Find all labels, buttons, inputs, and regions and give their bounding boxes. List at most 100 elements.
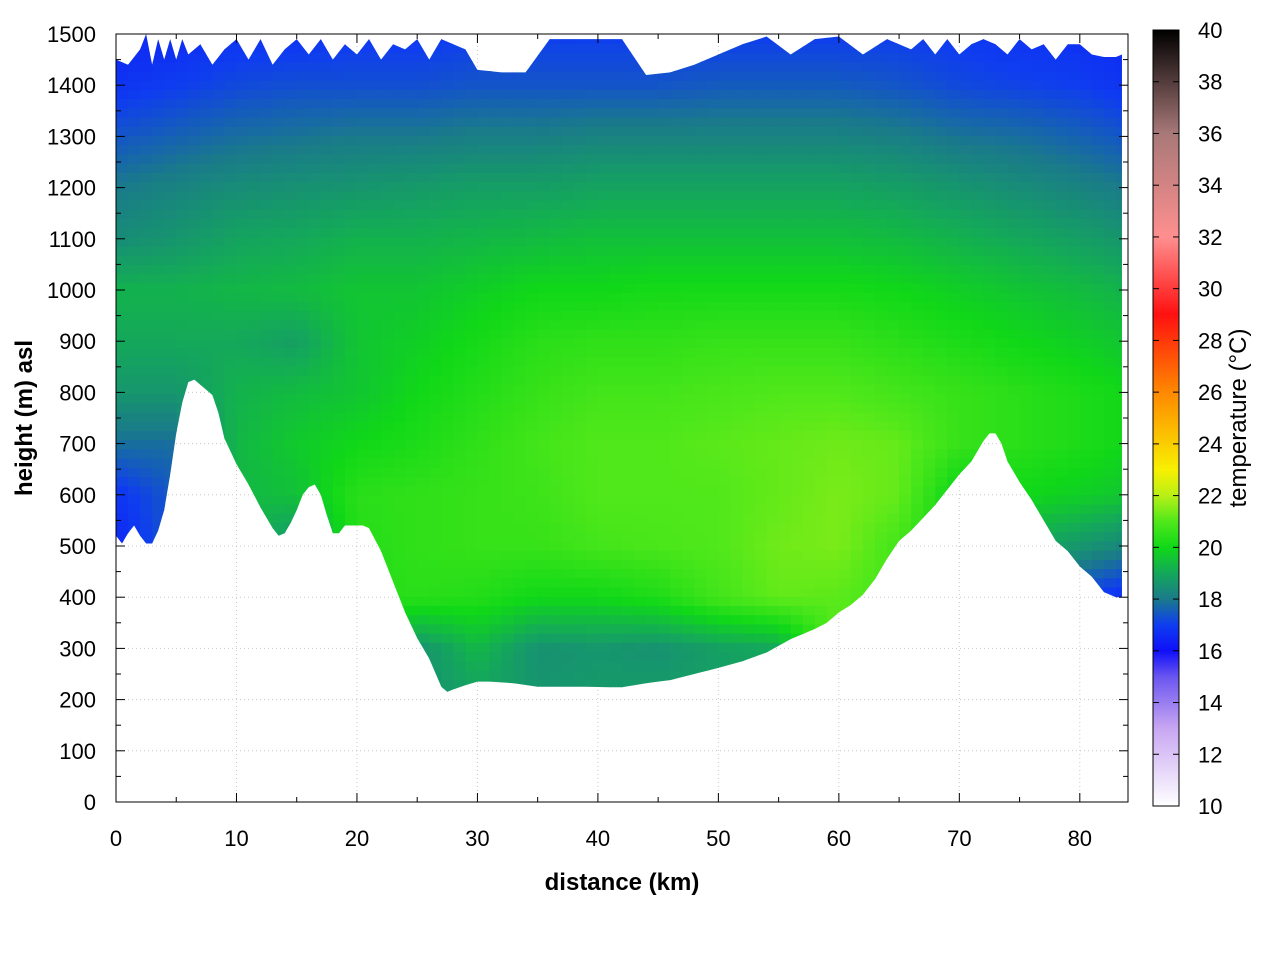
temperature-cell [369, 98, 382, 109]
temperature-cell [441, 52, 454, 63]
temperature-cell [670, 707, 683, 717]
temperature-cell [308, 531, 322, 542]
temperature-cell [561, 651, 575, 662]
temperature-cell [489, 98, 503, 109]
temperature-cell [477, 328, 491, 339]
temperature-cell [609, 301, 623, 312]
temperature-cell [393, 586, 406, 597]
temperature-cell [694, 347, 707, 358]
temperature-cell [802, 227, 816, 238]
temperature-cell [128, 393, 141, 404]
temperature-cell [405, 623, 418, 634]
temperature-cell [224, 448, 238, 459]
temperature-cell [838, 467, 852, 477]
temperature-cell [381, 34, 394, 44]
temperature-cell [646, 476, 659, 487]
temperature-cell [706, 80, 719, 90]
temperature-cell [875, 181, 888, 192]
temperature-cell [766, 660, 780, 671]
temperature-cell [561, 347, 575, 358]
temperature-cell [128, 255, 141, 265]
temperature-cell [549, 264, 563, 275]
temperature-cell [754, 651, 768, 662]
temperature-cell [308, 467, 322, 477]
temperature-cell [887, 135, 900, 146]
temperature-cell [501, 328, 515, 339]
temperature-cell [212, 540, 226, 551]
temperature-cell [838, 218, 852, 229]
temperature-cell [826, 679, 840, 689]
temperature-cell [609, 448, 623, 459]
temperature-cell [344, 439, 358, 450]
temperature-cell [718, 679, 732, 689]
temperature-cell [766, 531, 780, 542]
temperature-cell [766, 476, 780, 487]
temperature-cell [356, 448, 370, 459]
temperature-cell [670, 181, 683, 192]
temperature-cell [609, 623, 623, 634]
temperature-cell [597, 52, 611, 63]
temperature-cell [778, 163, 792, 173]
temperature-cell [308, 504, 322, 514]
temperature-cell [899, 651, 912, 662]
temperature-cell [224, 209, 238, 219]
temperature-cell [525, 522, 539, 533]
temperature-cell [116, 531, 129, 542]
temperature-cell [549, 577, 563, 588]
temperature-cell [128, 80, 141, 90]
temperature-cell [212, 319, 226, 330]
temperature-cell [284, 172, 298, 183]
temperature-cell [248, 301, 262, 312]
temperature-cell [453, 163, 466, 173]
temperature-cell [862, 61, 876, 72]
temperature-cell [405, 245, 418, 256]
temperature-cell [465, 494, 479, 505]
temperature-cell [646, 126, 659, 136]
temperature-cell [296, 116, 310, 127]
temperature-cell [718, 384, 732, 395]
temperature-cell [634, 374, 647, 385]
temperature-cell [441, 347, 454, 358]
temperature-cell [249, 716, 262, 726]
temperature-cell [465, 660, 479, 671]
temperature-cell [356, 70, 370, 81]
temperature-cell [284, 310, 298, 321]
temperature-cell [212, 163, 226, 173]
temperature-cell [332, 642, 346, 653]
temperature-cell [236, 89, 250, 100]
temperature-cell [549, 190, 563, 201]
temperature-cell [694, 522, 707, 533]
temperature-cell [706, 107, 719, 118]
temperature-cell [694, 245, 707, 256]
temperature-cell [284, 577, 298, 588]
temperature-cell [393, 467, 406, 477]
temperature-cell [549, 347, 563, 358]
temperature-cell [128, 651, 141, 662]
temperature-cell [344, 660, 358, 671]
temperature-cell [236, 439, 250, 450]
temperature-cell [887, 421, 900, 431]
temperature-cell [417, 448, 430, 459]
temperature-cell [344, 245, 358, 256]
temperature-cell [597, 328, 611, 339]
temperature-cell [248, 310, 262, 321]
temperature-cell [333, 698, 346, 708]
temperature-cell [525, 34, 539, 44]
temperature-cell [284, 688, 298, 692]
temperature-cell [537, 43, 551, 54]
temperature-cell [128, 688, 141, 692]
temperature-cell [260, 540, 274, 551]
temperature-cell [537, 310, 551, 321]
temperature-cell [814, 273, 828, 284]
temperature-cell [236, 513, 250, 524]
temperature-cell [116, 70, 129, 81]
temperature-cell [188, 181, 201, 192]
temperature-cell [501, 430, 515, 441]
temperature-cell [501, 43, 515, 54]
temperature-cell [453, 642, 466, 653]
temperature-cell [730, 605, 744, 616]
temperature-cell [236, 430, 250, 441]
temperature-cell [188, 679, 201, 689]
temperature-cell [477, 338, 491, 348]
temperature-cell [766, 513, 780, 524]
